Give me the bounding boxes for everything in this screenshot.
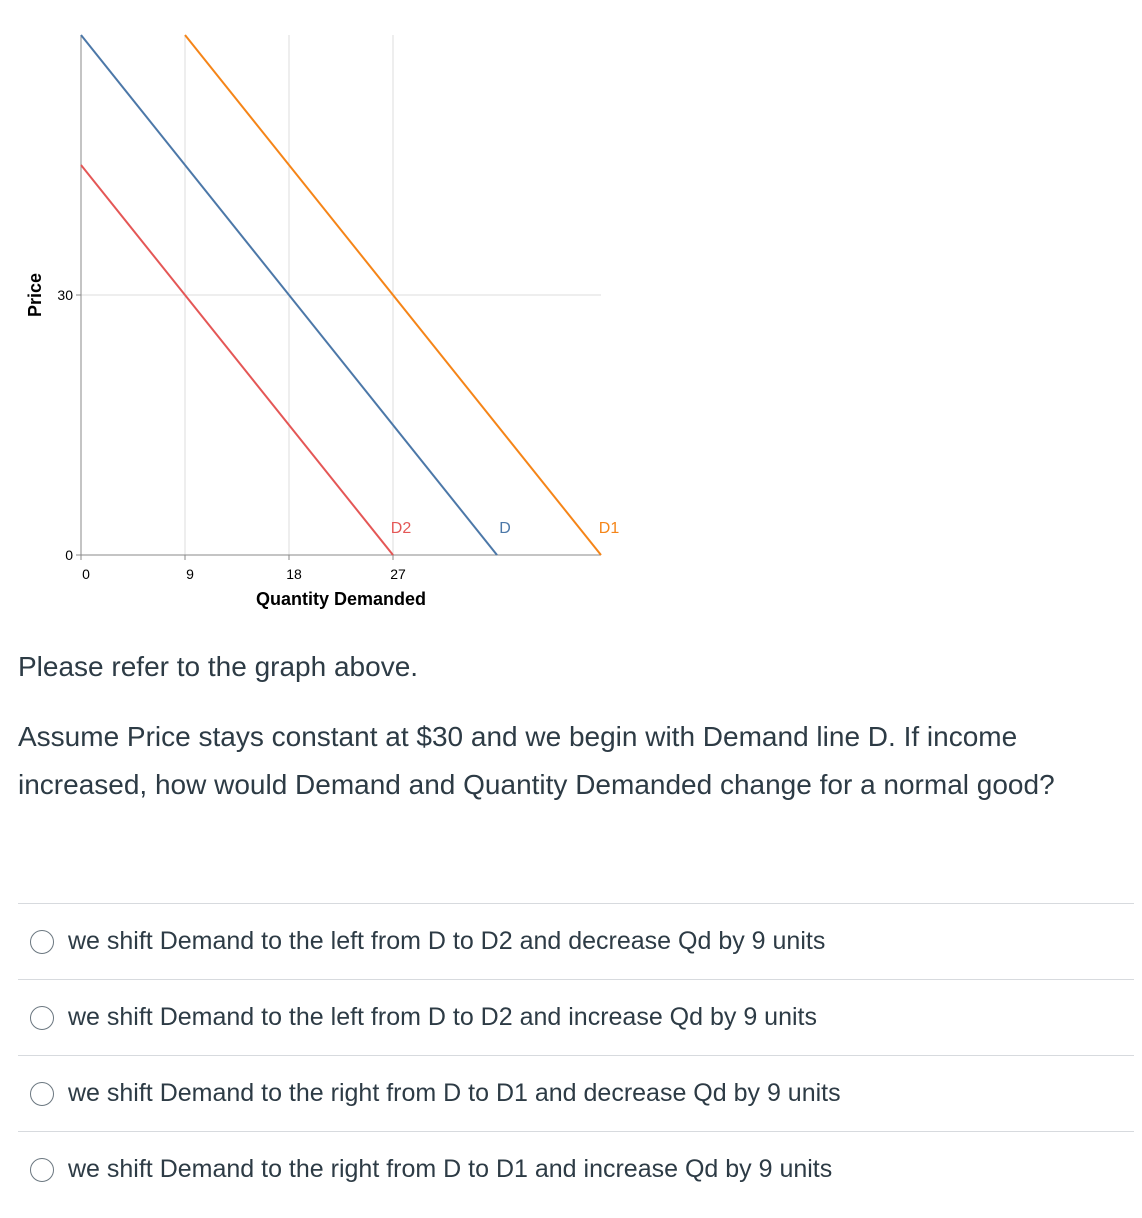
y-axis-title: Price: [25, 273, 45, 317]
y-tick-label: 30: [57, 287, 73, 303]
question-intro: Please refer to the graph above.: [18, 651, 419, 682]
answer-label: we shift Demand to the left from D to D2…: [68, 1003, 817, 1031]
answer-option-3[interactable]: we shift Demand to the right from D to D…: [18, 1055, 1134, 1131]
x-tick-label: 18: [286, 566, 302, 582]
x-tick-label: 0: [82, 566, 90, 582]
demand-chart: 0 9 18 27 0 30 Quantity Demanded Price D2 D D1: [25, 34, 620, 609]
answer-label: we shift Demand to the right from D to D…: [68, 1079, 841, 1107]
demand-line-d2: [80, 164, 394, 556]
radio-button-icon[interactable]: [30, 1005, 54, 1030]
demand-line-d: [80, 34, 498, 556]
x-tick-label: 9: [186, 566, 194, 582]
y-tick-label: 0: [65, 547, 73, 563]
demand-line-d1: [184, 34, 602, 556]
x-axis-title: Quantity Demanded: [256, 589, 426, 609]
demand-line-label: D2: [391, 520, 412, 537]
answer-option-4[interactable]: we shift Demand to the right from D to D…: [18, 1131, 1134, 1207]
demand-line-label: D1: [599, 520, 620, 537]
answer-option-1[interactable]: we shift Demand to the left from D to D2…: [18, 903, 1134, 979]
demand-line-label: D: [499, 520, 511, 537]
answer-label: we shift Demand to the right from D to D…: [68, 1155, 833, 1183]
answer-label: we shift Demand to the left from D to D2…: [68, 927, 826, 955]
radio-button-icon[interactable]: [30, 1081, 54, 1106]
radio-button-icon[interactable]: [30, 929, 54, 954]
answer-list: we shift Demand to the left from D to D2…: [18, 903, 1134, 1207]
x-tick-label: 27: [390, 566, 406, 582]
question-text: Assume Price stays constant at $30 and w…: [18, 721, 1055, 800]
question-prompt: Please refer to the graph above. Assume …: [18, 643, 1128, 809]
radio-button-icon[interactable]: [30, 1157, 54, 1182]
answer-option-2[interactable]: we shift Demand to the left from D to D2…: [18, 979, 1134, 1055]
